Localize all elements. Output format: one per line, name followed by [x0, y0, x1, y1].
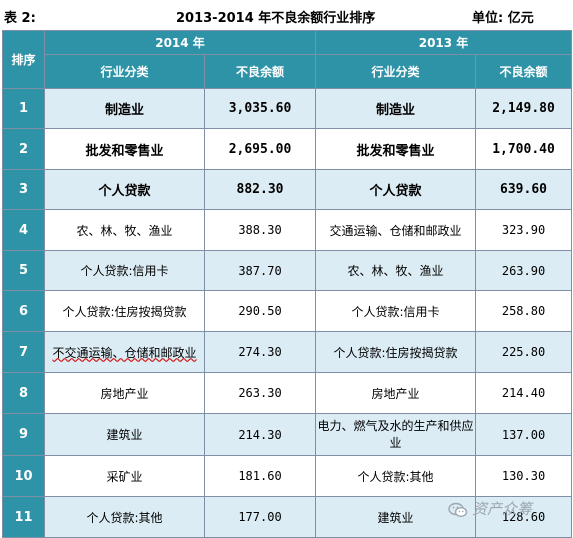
- industry-2014-cell: 农、林、牧、渔业: [44, 209, 205, 251]
- table-row: 6 个人贷款:住房按揭贷款 290.50 个人贷款:信用卡 258.80: [2, 290, 573, 332]
- industry-2013-cell: 个人贷款:其他: [315, 455, 477, 497]
- amount-2014-cell: 274.30: [203, 331, 317, 373]
- table-row: 8 房地产业 263.30 房地产业 214.40: [2, 372, 573, 414]
- amount-2013-cell: 137.00: [475, 413, 573, 456]
- industry-2014-cell: 建筑业: [44, 413, 205, 456]
- industry-2014-cell: 制造业: [44, 88, 205, 129]
- amount-2013-cell: 2,149.80: [475, 88, 573, 129]
- amount-2013-cell: 128.60: [475, 496, 573, 538]
- rank-cell: 7: [2, 331, 45, 373]
- industry-2014-header: 行业分类: [44, 54, 205, 89]
- rank-cell: 9: [2, 413, 45, 456]
- amount-2013-cell: 639.60: [475, 169, 573, 210]
- wechat-icon: [448, 502, 468, 518]
- rank-cell: 8: [2, 372, 45, 414]
- amount-2013-cell: 130.30: [475, 455, 573, 497]
- industry-2013-cell: 制造业: [315, 88, 477, 129]
- table-row: 5 个人贷款:信用卡 387.70 农、林、牧、渔业 263.90: [2, 250, 573, 291]
- table-row: 1 制造业 3,035.60 制造业 2,149.80: [2, 88, 573, 129]
- amount-2013-cell: 214.40: [475, 372, 573, 414]
- amount-2013-cell: 263.90: [475, 250, 573, 291]
- rank-header: 排序: [2, 30, 45, 89]
- table-row: 3 个人贷款 882.30 个人贷款 639.60: [2, 169, 573, 210]
- amount-2014-cell: 882.30: [203, 169, 317, 210]
- table-title: 2013-2014 年不良余额行业排序: [176, 11, 376, 26]
- amount-2013-cell: 323.90: [475, 209, 573, 251]
- industry-2013-cell: 电力、燃气及水的生产和供应业: [315, 413, 477, 456]
- industry-2013-cell: 交通运输、仓储和邮政业: [315, 209, 477, 251]
- unit-label: 单位: 亿元: [472, 11, 534, 26]
- rank-cell: 11: [2, 496, 45, 538]
- table-label: 表 2:: [4, 11, 36, 26]
- industry-2013-cell: 个人贷款:住房按揭贷款: [315, 331, 477, 373]
- table-row: 7 不交通运输、仓储和邮政业 274.30 个人贷款:住房按揭贷款 225.80: [2, 331, 573, 373]
- amount-2013-cell: 258.80: [475, 290, 573, 332]
- amount-2013-cell: 225.80: [475, 331, 573, 373]
- table-row: 4 农、林、牧、渔业 388.30 交通运输、仓储和邮政业 323.90: [2, 209, 573, 251]
- industry-2014-cell: 个人贷款: [44, 169, 205, 210]
- rank-cell: 4: [2, 209, 45, 251]
- table-row: 10 采矿业 181.60 个人贷款:其他 130.30: [2, 455, 573, 497]
- industry-2013-cell: 房地产业: [315, 372, 477, 414]
- industry-2014-cell: 房地产业: [44, 372, 205, 414]
- industry-2013-cell: 建筑业: [315, 496, 477, 538]
- industry-2014-cell: 个人贷款:信用卡: [44, 250, 205, 291]
- amount-2013-cell: 1,700.40: [475, 128, 573, 170]
- table-caption: 表 2: 2013-2014 年不良余额行业排序 单位: 亿元: [0, 0, 573, 30]
- table-row: 11 个人贷款:其他 177.00 建筑业 128.60: [2, 496, 573, 538]
- rank-cell: 3: [2, 169, 45, 210]
- amount-2014-header: 不良余额: [203, 54, 317, 89]
- watermark-text: 资产众筹: [472, 500, 533, 518]
- amount-2014-cell: 181.60: [203, 455, 317, 497]
- industry-2013-header: 行业分类: [315, 54, 477, 89]
- rank-cell: 6: [2, 290, 45, 332]
- rank-cell: 1: [2, 88, 45, 129]
- amount-2014-cell: 388.30: [203, 209, 317, 251]
- ranking-table: 排序 2014 年 2013 年 行业分类 不良余额 行业分类 不良余额 1 制…: [2, 30, 573, 538]
- rank-cell: 5: [2, 250, 45, 291]
- amount-2014-cell: 214.30: [203, 413, 317, 456]
- industry-2014-cell: 个人贷款:住房按揭贷款: [44, 290, 205, 332]
- amount-2014-cell: 387.70: [203, 250, 317, 291]
- industry-2014-cell: 个人贷款:其他: [44, 496, 205, 538]
- table-row: 9 建筑业 214.30 电力、燃气及水的生产和供应业 137.00: [2, 413, 573, 456]
- amount-2013-header: 不良余额: [475, 54, 573, 89]
- amount-2014-cell: 2,695.00: [203, 128, 317, 170]
- industry-2014-cell: 不交通运输、仓储和邮政业: [44, 331, 205, 373]
- table-row: 2 批发和零售业 2,695.00 批发和零售业 1,700.40: [2, 128, 573, 170]
- industry-2013-cell: 个人贷款:信用卡: [315, 290, 477, 332]
- industry-2013-cell: 批发和零售业: [315, 128, 477, 170]
- industry-2014-cell: 批发和零售业: [44, 128, 205, 170]
- amount-2014-cell: 177.00: [203, 496, 317, 538]
- year-2013-header: 2013 年: [315, 30, 573, 55]
- rank-cell: 10: [2, 455, 45, 497]
- amount-2014-cell: 290.50: [203, 290, 317, 332]
- watermark: 资产众筹: [448, 498, 532, 519]
- rank-cell: 2: [2, 128, 45, 170]
- amount-2014-cell: 263.30: [203, 372, 317, 414]
- amount-2014-cell: 3,035.60: [203, 88, 317, 129]
- industry-2013-cell: 个人贷款: [315, 169, 477, 210]
- year-2014-header: 2014 年: [43, 30, 317, 55]
- industry-2014-cell: 采矿业: [44, 455, 205, 497]
- industry-2013-cell: 农、林、牧、渔业: [315, 250, 477, 291]
